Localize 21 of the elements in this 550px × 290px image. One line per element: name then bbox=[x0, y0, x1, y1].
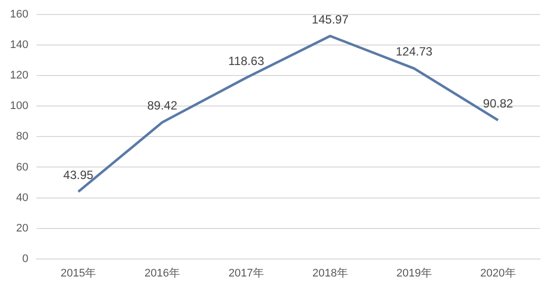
x-tick-label: 2020年 bbox=[480, 267, 516, 280]
x-tick-label: 2017年 bbox=[228, 267, 264, 280]
data-label: 118.63 bbox=[228, 54, 264, 68]
y-tick-label: 0 bbox=[22, 252, 28, 265]
y-tick-label: 160 bbox=[10, 8, 28, 21]
data-label: 145.97 bbox=[312, 12, 349, 26]
y-tick-label: 40 bbox=[16, 192, 28, 204]
y-tick-label: 120 bbox=[10, 70, 28, 82]
y-tick-label: 60 bbox=[16, 161, 28, 174]
data-label: 43.95 bbox=[63, 168, 94, 182]
y-tick-label: 100 bbox=[10, 100, 28, 112]
x-tick-label: 2018年 bbox=[312, 267, 348, 280]
data-label: 124.73 bbox=[396, 44, 433, 59]
x-tick-label: 2015年 bbox=[60, 267, 96, 280]
data-label: 89.42 bbox=[147, 98, 178, 113]
y-tick-label: 140 bbox=[10, 39, 28, 52]
x-tick-label: 2016年 bbox=[144, 267, 180, 280]
x-tick-label: 2019年 bbox=[396, 267, 432, 280]
data-label: 90.82 bbox=[483, 96, 514, 110]
y-tick-label: 20 bbox=[16, 222, 28, 234]
y-tick-label: 80 bbox=[16, 130, 28, 143]
